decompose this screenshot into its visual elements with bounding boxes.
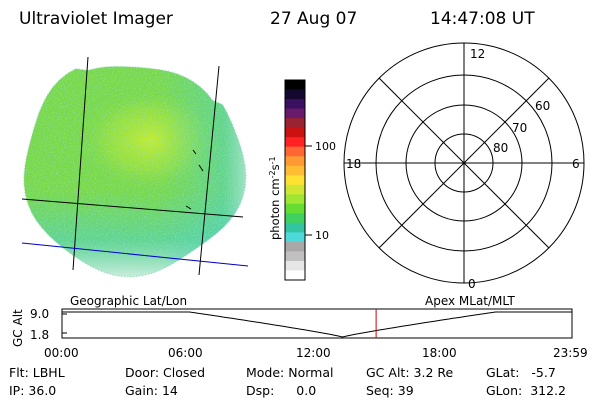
colorbar-segment	[285, 137, 305, 148]
colorbar-segment	[285, 165, 305, 176]
time-tick-0000: 00:00	[44, 346, 79, 360]
altitude-axis-title: GC Alt	[11, 309, 25, 347]
coastline-fragment	[185, 149, 204, 210]
status-mode: Mode: Normal	[246, 365, 334, 380]
colorbar-segment	[285, 127, 305, 138]
mlt-label-0: 0	[468, 277, 476, 291]
altitude-timeline-plot	[61, 308, 573, 339]
time-tick-0600: 06:00	[168, 346, 203, 360]
mlt-label-18: 18	[346, 157, 361, 171]
colorbar-segment	[285, 80, 305, 91]
mlt-label-12: 12	[470, 47, 485, 61]
instrument-title: Ultraviolet Imager	[19, 9, 173, 29]
colorbar-tick-10: 10	[315, 229, 329, 242]
colorbar-segment	[285, 213, 305, 224]
status-filter: Flt: LBHL	[9, 365, 65, 380]
time-tick-1800: 18:00	[422, 346, 457, 360]
status-gc-alt: GC Alt: 3.2 Re	[366, 365, 454, 380]
colorbar-unit-label: photon cm-2s-1	[268, 156, 282, 240]
magnetic-polar-grid	[343, 42, 585, 284]
geographic-grid-label: Geographic Lat/Lon	[70, 294, 187, 308]
colorbar-segment	[285, 156, 305, 167]
apex-grid-label: Apex MLat/MLT	[425, 294, 515, 308]
status-seq: Seq: 39	[366, 383, 414, 398]
time-tick-1200: 12:00	[296, 346, 331, 360]
colorbar-segment	[285, 203, 305, 214]
colorbar-segment	[285, 194, 305, 205]
colorbar-segment	[285, 241, 305, 252]
colorbar-segment	[285, 89, 305, 100]
colorbar-segment	[285, 175, 305, 186]
colorbar-segment	[285, 99, 305, 110]
altitude-tick-1-8: 1.8	[30, 328, 49, 342]
colorbar-segment	[285, 146, 305, 157]
geo-meridian-line	[198, 65, 220, 276]
mlat-label-70: 70	[512, 121, 527, 135]
status-gain: Gain: 14	[125, 383, 178, 398]
uv-earth-image	[21, 56, 249, 278]
colorbar-segment	[285, 118, 305, 129]
status-door: Door: Closed	[125, 365, 206, 380]
status-glat: GLat: -5.7	[486, 365, 556, 380]
colorbar-segment	[285, 222, 305, 233]
colorbar-segment	[285, 232, 305, 243]
mlt-label-6: 6	[572, 157, 580, 171]
geo-parallel-line	[21, 198, 244, 218]
mlat-label-80: 80	[493, 141, 508, 155]
time-tick-2359: 23:59	[553, 346, 588, 360]
geo-equator-line	[21, 242, 249, 267]
image-date: 27 Aug 07	[270, 9, 358, 29]
image-time: 14:47:08 UT	[430, 9, 535, 29]
colorbar-segment	[285, 184, 305, 195]
altitude-tick-9: 9.0	[30, 307, 49, 321]
colorbar-segment	[285, 260, 305, 271]
mlat-label-60: 60	[535, 99, 550, 113]
status-ip: IP: 36.0	[9, 383, 57, 398]
colorbar-segment	[285, 270, 305, 281]
color-scale-bar	[284, 79, 312, 281]
status-dsp: Dsp: 0.0	[246, 383, 317, 398]
colorbar-tick-100: 100	[315, 140, 336, 153]
colorbar-segment	[285, 251, 305, 262]
status-glon: GLon: 312.2	[486, 383, 566, 398]
colorbar-segment	[285, 108, 305, 119]
geo-meridian-line	[72, 56, 89, 271]
